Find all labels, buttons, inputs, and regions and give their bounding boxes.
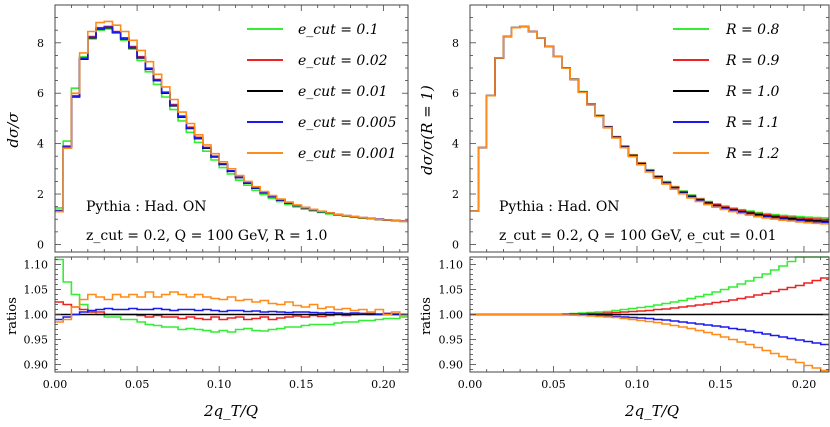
y-tick-label: 0 — [37, 238, 44, 251]
l-main-frame — [54, 4, 409, 253]
l-ratio-line-0 — [55, 258, 408, 333]
x-tick-label: 0.00 — [43, 378, 68, 391]
y-tick-label: 2 — [452, 188, 459, 201]
y-tick-label: 6 — [37, 87, 44, 100]
right-ratio-y-axis-label: ratios — [419, 297, 434, 335]
right-chart: 0.00 0.05 0.10 0.15 0.20 0 2 4 6 8 0.90 0.95 1.00 1.0… — [418, 4, 830, 420]
right-x-axis-label: 2q_T/Q — [624, 402, 679, 420]
ratio-y-tick-label: 0.95 — [439, 334, 464, 347]
legend-label-ecut-0.001: e_cut = 0.001 — [298, 146, 396, 162]
r-ratio-line-1 — [470, 277, 829, 316]
y-tick-label: 2 — [37, 188, 44, 201]
legend-label-ecut-0.02: e_cut = 0.02 — [298, 53, 388, 69]
r-ratio-line-3 — [470, 313, 829, 346]
x-tick-label: 0.15 — [708, 378, 733, 391]
ratio-y-tick-label: 1.10 — [24, 259, 49, 272]
legend-label-ecut-0.1: e_cut = 0.1 — [298, 22, 379, 38]
left-y-axis-label: dσ/σ — [4, 112, 22, 148]
x-tick-label: 0.05 — [541, 378, 566, 391]
y-tick-label: 8 — [452, 37, 459, 50]
x-tick-label: 0.20 — [371, 378, 396, 391]
right-annotation-params: z_cut = 0.2, Q = 100 GeV, e_cut = 0.01 — [499, 228, 777, 244]
left-ratio-y-axis-label: ratios — [5, 297, 20, 335]
ratio-y-tick-label: 1.00 — [439, 309, 464, 322]
r-ratio-line-4 — [470, 313, 829, 372]
y-tick-label: 0 — [452, 238, 459, 251]
legend-label-r-1.2: R = 1.2 — [725, 146, 780, 162]
ratio-y-tick-label: 1.00 — [24, 309, 49, 322]
left-annotation-generator: Pythia : Had. ON — [86, 199, 207, 215]
ratio-y-tick-label: 1.10 — [439, 259, 464, 272]
ratio-y-tick-label: 1.05 — [439, 284, 464, 297]
y-tick-label: 4 — [37, 138, 44, 151]
l-ratio-line-3 — [55, 307, 408, 321]
right-ratio-series — [470, 256, 829, 372]
left-main-series — [55, 20, 408, 223]
x-tick-label: 0.00 — [458, 378, 483, 391]
legend-label-r-1.1: R = 1.1 — [725, 115, 779, 131]
l-series-line-4 — [55, 20, 408, 223]
right-legend: R = 0.8 R = 0.9 R = 1.0 R = 1.1 R = 1.2 — [673, 22, 780, 162]
x-tick-label: 0.10 — [207, 378, 232, 391]
legend-label-ecut-0.01: e_cut = 0.01 — [298, 84, 388, 100]
x-tick-label: 0.20 — [792, 378, 817, 391]
ratio-y-tick-label: 0.90 — [24, 359, 49, 372]
left-legend: e_cut = 0.1 e_cut = 0.02 e_cut = 0.01 e_… — [247, 22, 397, 162]
right-y-axis-label: dσ/σ(R = 1) — [418, 85, 436, 175]
legend-label-r-0.8: R = 0.8 — [725, 22, 780, 38]
y-tick-label: 4 — [452, 138, 459, 151]
ratio-y-tick-label: 0.90 — [439, 359, 464, 372]
legend-label-r-0.9: R = 0.9 — [725, 53, 780, 69]
legend-label-ecut-0.005: e_cut = 0.005 — [298, 115, 397, 131]
r-series-line-4 — [470, 25, 829, 225]
y-tick-label: 8 — [37, 37, 44, 50]
x-tick-label: 0.10 — [625, 378, 650, 391]
left-chart: 0.00 0.05 0.10 0.15 0.20 0 2 4 6 8 0.90 0.95 1.00 1.0… — [4, 4, 409, 420]
ratio-y-tick-label: 0.95 — [24, 334, 49, 347]
l-ratio-line-4 — [55, 291, 408, 323]
left-x-axis-label: 2q_T/Q — [203, 402, 258, 420]
y-tick-label: 6 — [452, 87, 459, 100]
ratio-y-tick-label: 1.05 — [24, 284, 49, 297]
r-main-frame — [469, 4, 830, 253]
legend-label-r-1.0: R = 1.0 — [725, 84, 780, 100]
right-main-series — [470, 25, 829, 225]
x-tick-label: 0.05 — [125, 378, 150, 391]
left-ratio-series — [55, 258, 408, 333]
right-axes: 0.00 0.05 0.10 0.15 0.20 0 2 4 6 8 0.90 0.95 1.00 1.0… — [439, 4, 830, 391]
left-axes: 0.00 0.05 0.10 0.15 0.20 0 2 4 6 8 0.90 0.95 1.00 1.0… — [24, 4, 409, 391]
r-ratio-line-0 — [470, 256, 829, 316]
left-annotation-params: z_cut = 0.2, Q = 100 GeV, R = 1.0 — [86, 228, 327, 244]
right-annotation-generator: Pythia : Had. ON — [499, 199, 620, 215]
x-tick-label: 0.15 — [289, 378, 314, 391]
